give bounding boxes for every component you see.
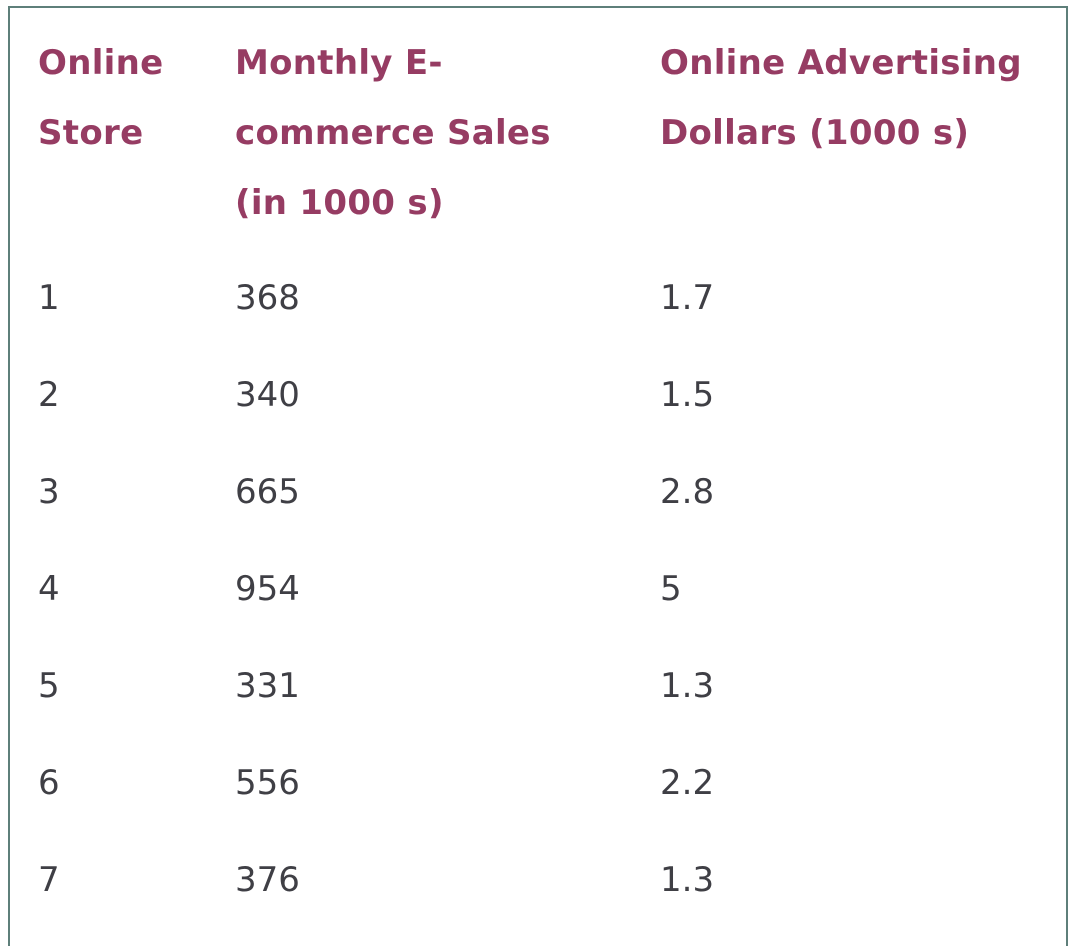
cell-advertising: 2.8 [660,472,715,512]
cell-sales: 368 [235,278,300,318]
table-row: 3 665 2.8 [10,450,1066,547]
table-frame: Online Store Monthly E- commerce Sales (… [8,6,1068,946]
table-row: 4 954 5 [10,547,1066,644]
cell-sales: 556 [235,763,300,803]
header-online-store: Online Store [38,28,198,168]
header-line: Online [38,43,164,83]
table-row: 7 376 1.3 [10,838,1066,935]
header-line: Monthly E- [235,43,443,83]
cell-store: 3 [38,472,60,512]
cell-store: 7 [38,860,60,900]
header-line: (in 1000 s) [235,183,444,223]
header-monthly-sales: Monthly E- commerce Sales (in 1000 s) [235,28,595,238]
table-row: 5 331 1.3 [10,644,1066,741]
cell-advertising: 5 [660,569,682,609]
cell-store: 1 [38,278,60,318]
cell-store: 2 [38,375,60,415]
header-line: Dollars (1000 s) [660,113,970,153]
header-line: commerce Sales [235,113,551,153]
header-line: Store [38,113,144,153]
table-header-row: Online Store Monthly E- commerce Sales (… [10,8,1066,248]
cell-sales: 331 [235,666,300,706]
header-line: Online Advertising [660,43,1022,83]
cell-advertising: 1.7 [660,278,715,318]
cell-sales: 665 [235,472,300,512]
cell-sales: 376 [235,860,300,900]
cell-sales: 954 [235,569,300,609]
cell-advertising: 1.3 [660,666,715,706]
cell-advertising: 2.2 [660,763,715,803]
table-row: 1 368 1.7 [10,256,1066,353]
cell-store: 4 [38,569,60,609]
cell-store: 5 [38,666,60,706]
header-advertising-dollars: Online Advertising Dollars (1000 s) [660,28,1050,168]
cell-store: 6 [38,763,60,803]
cell-advertising: 1.5 [660,375,715,415]
table-row: 2 340 1.5 [10,353,1066,450]
table-body: 1 368 1.7 2 340 1.5 3 665 2.8 4 954 5 5 [10,256,1066,935]
data-table: Online Store Monthly E- commerce Sales (… [10,8,1066,946]
cell-advertising: 1.3 [660,860,715,900]
cell-sales: 340 [235,375,300,415]
table-row: 6 556 2.2 [10,741,1066,838]
